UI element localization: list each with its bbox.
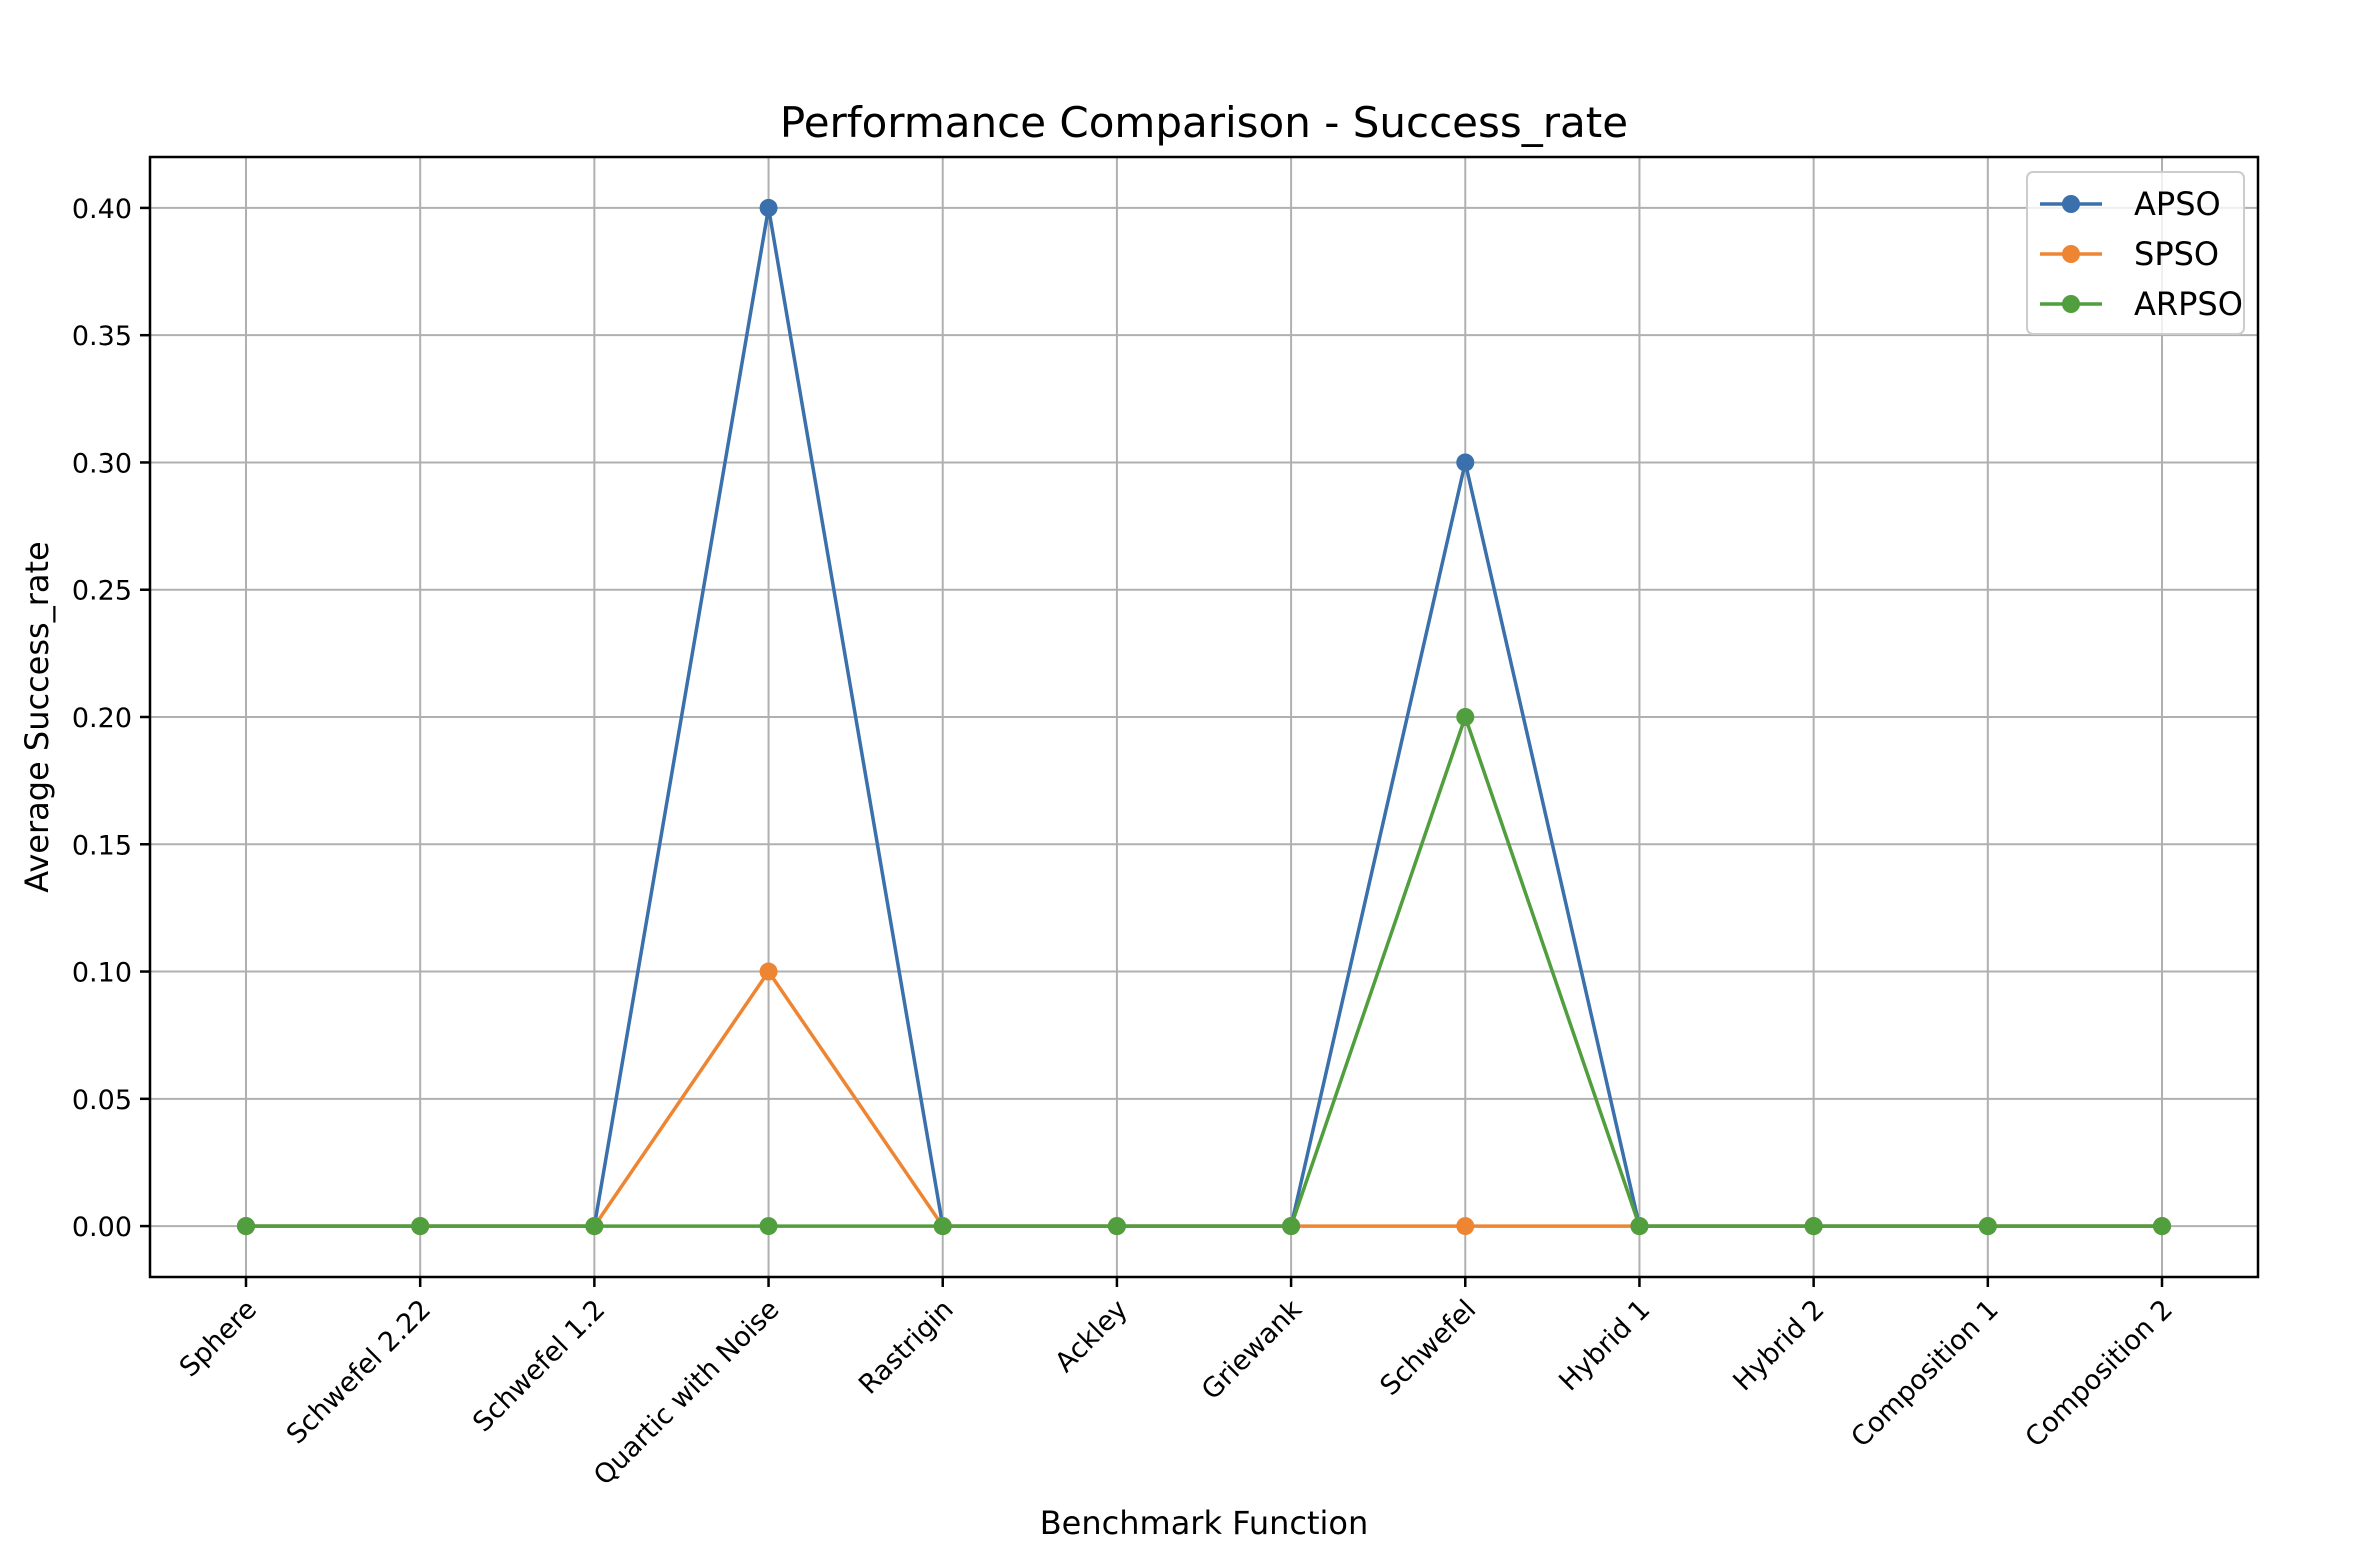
x-tick-label: Schwefel 1.2 — [467, 1294, 611, 1438]
legend-item-arpso: ARPSO — [2040, 285, 2243, 323]
x-tick-label: Composition 2 — [2020, 1294, 2179, 1453]
data-point — [2153, 1217, 2171, 1236]
x-tick-label: Schwefel 2.22 — [281, 1294, 437, 1450]
x-tick-label: Sphere — [174, 1294, 263, 1383]
data-point — [1456, 708, 1475, 726]
legend-label: ARPSO — [2134, 285, 2243, 323]
legend-label: SPSO — [2134, 235, 2219, 273]
data-point — [1804, 1217, 1823, 1236]
data-point — [1456, 453, 1475, 472]
x-tick-label: Schwefel — [1374, 1294, 1482, 1402]
series-line — [246, 715, 2162, 1228]
data-point — [1107, 1217, 1126, 1236]
series-lines — [237, 198, 2171, 1236]
y-tick-label: 0.20 — [72, 703, 132, 734]
x-tick-label: Hybrid 1 — [1553, 1294, 1656, 1397]
chart-title: Performance Comparison - Success_rate — [780, 98, 1628, 147]
y-tick-label: 0.00 — [72, 1212, 132, 1243]
data-point — [1630, 1217, 1649, 1236]
legend-marker — [2062, 295, 2080, 313]
data-point — [759, 1217, 778, 1236]
x-tick-label: Quartic with Noise — [588, 1294, 785, 1491]
y-tick-label: 0.30 — [72, 448, 132, 479]
legend-marker — [2062, 245, 2080, 263]
y-tick-label: 0.10 — [72, 958, 132, 989]
data-point — [1456, 1217, 1475, 1236]
legend-label: APSO — [2134, 185, 2221, 223]
x-tick-label: Hybrid 2 — [1727, 1294, 1830, 1397]
data-point — [411, 1217, 430, 1236]
grid — [150, 157, 2258, 1277]
y-tick-label: 0.35 — [72, 321, 132, 352]
x-tick-label: Rastrigin — [853, 1294, 960, 1401]
data-point — [759, 198, 778, 217]
y-axis-ticks: 0.00 0.05 0.10 0.15 0.20 0.25 0.30 0.35 0.40 — [72, 194, 150, 1243]
series-arpso — [237, 708, 2171, 1236]
x-tick-label: Ackley — [1049, 1294, 1134, 1379]
legend-box — [2026, 171, 2245, 335]
data-point — [1978, 1217, 1997, 1236]
data-point — [237, 1217, 255, 1236]
x-axis-label: Benchmark Function — [1040, 1504, 1369, 1542]
data-point — [933, 1217, 952, 1236]
legend-marker — [2062, 195, 2080, 213]
y-tick-label: 0.40 — [72, 194, 132, 225]
x-tick-label: Griewank — [1196, 1294, 1308, 1406]
y-tick-label: 0.05 — [72, 1085, 132, 1116]
data-point — [1282, 1217, 1301, 1236]
x-tick-label: Composition 1 — [1845, 1294, 2004, 1453]
y-tick-label: 0.25 — [72, 576, 132, 607]
legend: APSO SPSO ARPSO — [2026, 171, 2245, 335]
y-tick-label: 0.15 — [72, 830, 132, 861]
data-point — [759, 962, 778, 981]
legend-item-apso: APSO — [2040, 185, 2221, 223]
data-point — [585, 1217, 604, 1236]
legend-item-spso: SPSO — [2040, 235, 2219, 273]
y-axis-label: Average Success_rate — [18, 541, 56, 892]
